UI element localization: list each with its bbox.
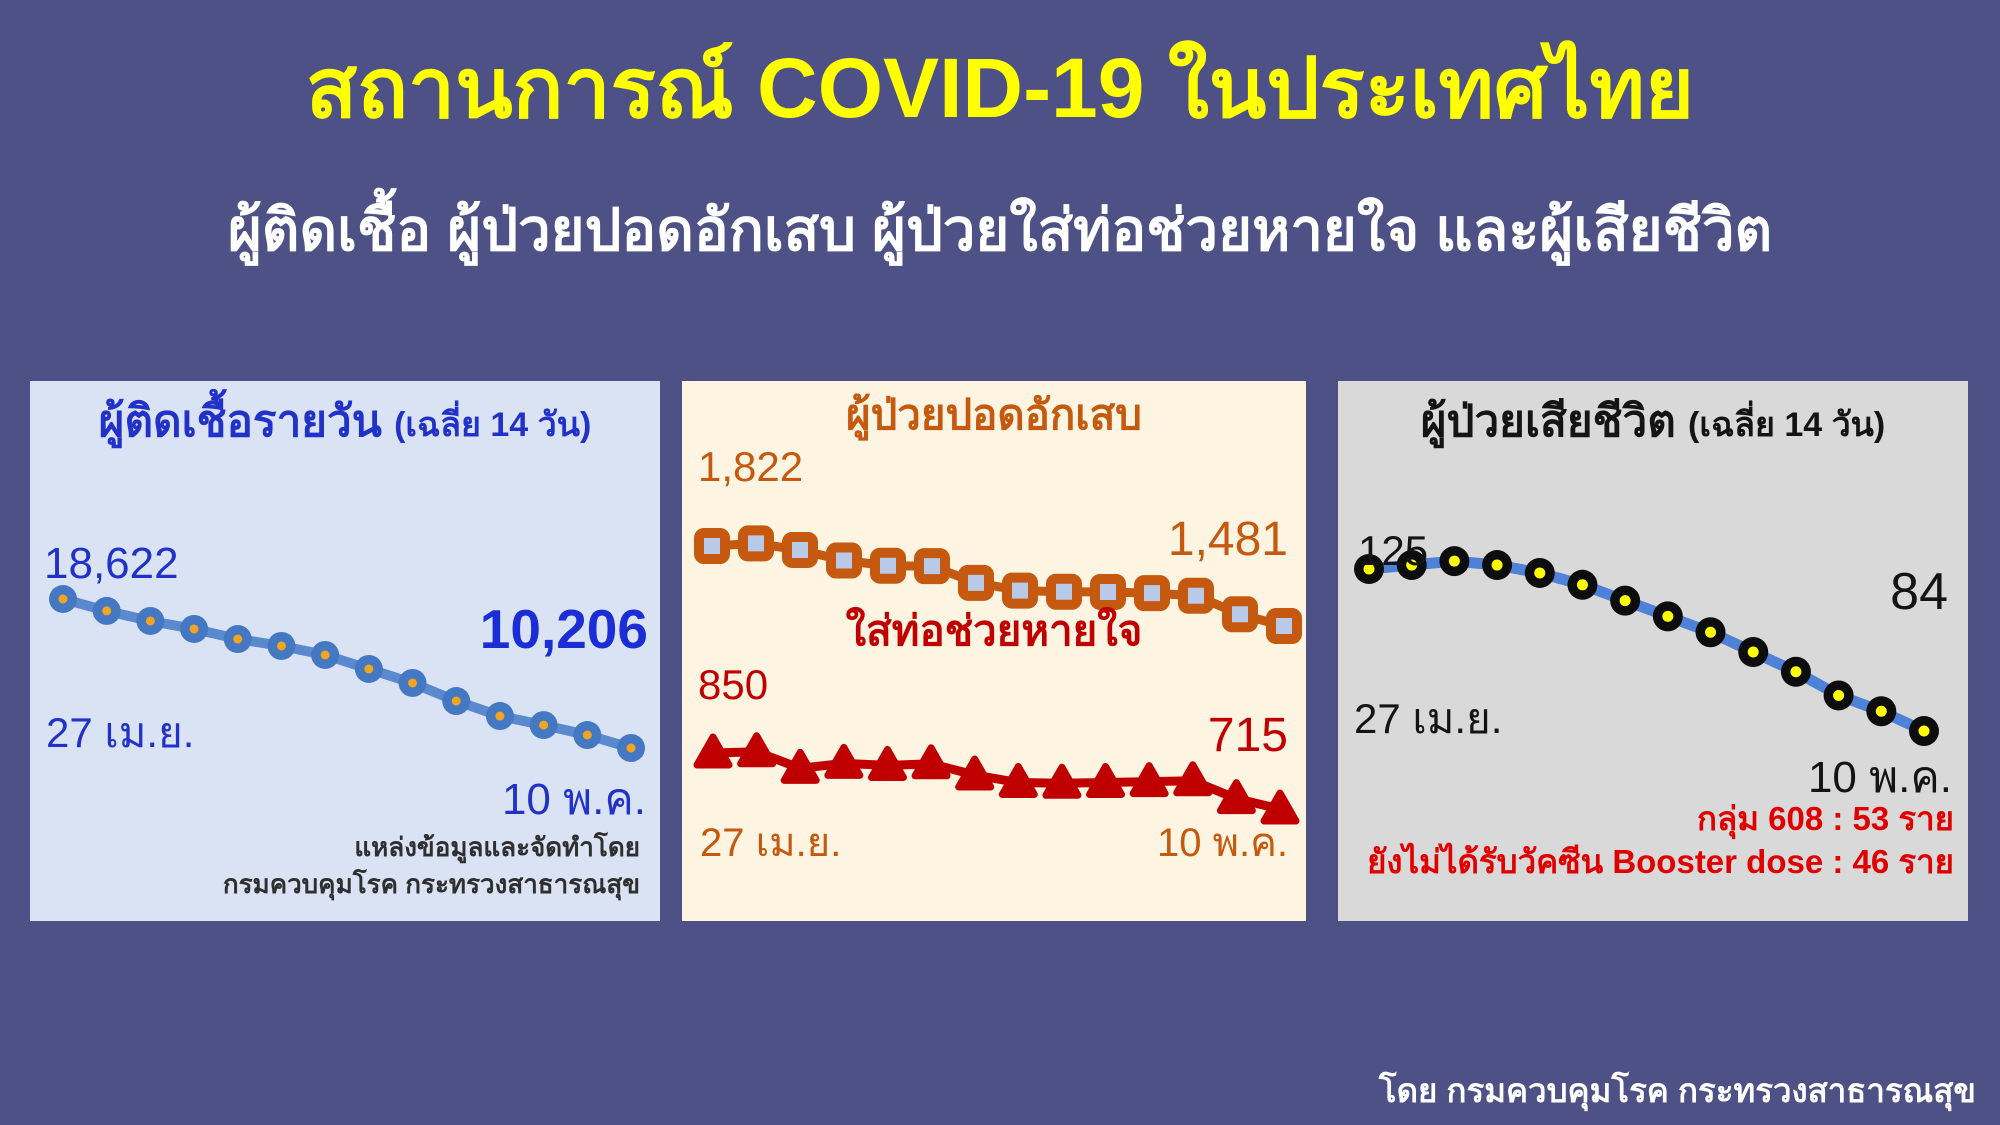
respiratory-start-date: 27 เม.ย. xyxy=(700,821,842,865)
deaths-line-chart xyxy=(1354,546,1939,746)
page-title: สถานการณ์ COVID-19 ในประเทศไทย xyxy=(305,41,1695,135)
pneumonia-chart-title: ผู้ป่วยปอดอักเสบ xyxy=(846,391,1142,438)
infections-end-date: 10 พ.ค. xyxy=(501,775,646,824)
panel-deaths: ผู้ป่วยเสียชีวิต (เฉลี่ย 14 วัน) 125 84 … xyxy=(1338,381,1968,921)
intubated-end-value: 715 xyxy=(1207,709,1288,762)
deaths-note-no-booster: ยังไม่ได้รับวัคซีน Booster dose : 46 ราย xyxy=(1367,843,1954,880)
deaths-chart-title: ผู้ป่วยเสียชีวิต (เฉลี่ย 14 วัน) xyxy=(1338,397,1968,446)
footer-credit: โดย กรมควบคุมโรค กระทรวงสาธารณสุข xyxy=(1378,1072,1976,1109)
infections-start-value: 18,622 xyxy=(44,539,179,588)
deaths-start-date: 27 เม.ย. xyxy=(1354,695,1503,742)
pneumonia-start-value: 1,822 xyxy=(698,443,804,490)
deaths-note-group-608: กลุ่ม 608 : 53 ราย xyxy=(1697,800,1954,837)
respiratory-end-date: 10 พ.ค. xyxy=(1157,821,1288,865)
intubated-chart-title: ใส่ท่อช่วยหายใจ xyxy=(845,607,1143,654)
source-note-line2: กรมควบคุมโรค กระทรวงสาธารณสุข xyxy=(222,869,640,899)
pneumonia-end-value: 1,481 xyxy=(1167,513,1288,566)
deaths-chart-title-suffix: (เฉลี่ย 14 วัน) xyxy=(1688,406,1886,444)
deaths-end-date: 10 พ.ค. xyxy=(1807,753,1952,802)
deaths-chart-title-main: ผู้ป่วยเสียชีวิต xyxy=(1420,397,1676,446)
panel-daily-infections: ผู้ติดเชื้อรายวัน (เฉลี่ย 14 วัน) 18,622… xyxy=(30,381,660,921)
infections-chart-title-main: ผู้ติดเชื้อรายวัน xyxy=(98,397,382,446)
deaths-end-value: 84 xyxy=(1890,563,1948,621)
infections-chart-title: ผู้ติดเชื้อรายวัน (เฉลี่ย 14 วัน) xyxy=(30,397,660,446)
infections-end-value: 10,206 xyxy=(479,598,648,660)
page-subtitle: ผู้ติดเชื้อ ผู้ป่วยปอดอักเสบ ผู้ป่วยใส่ท… xyxy=(227,198,1773,263)
panel-pneumonia-intubated: ผู้ป่วยปอดอักเสบ 1,822 1,481 ใส่ท่อช่วยห… xyxy=(682,381,1306,921)
pneumonia-intubated-line-chart xyxy=(693,525,1302,825)
infections-chart-title-suffix: (เฉลี่ย 14 วัน) xyxy=(394,406,592,444)
source-note-line1: แหล่งข้อมูลและจัดทำโดย xyxy=(354,832,640,862)
deaths-start-value: 125 xyxy=(1358,527,1429,574)
daily-infections-line-chart xyxy=(49,585,645,762)
intubated-start-value: 850 xyxy=(698,661,769,708)
infections-start-date: 27 เม.ย. xyxy=(46,709,195,756)
